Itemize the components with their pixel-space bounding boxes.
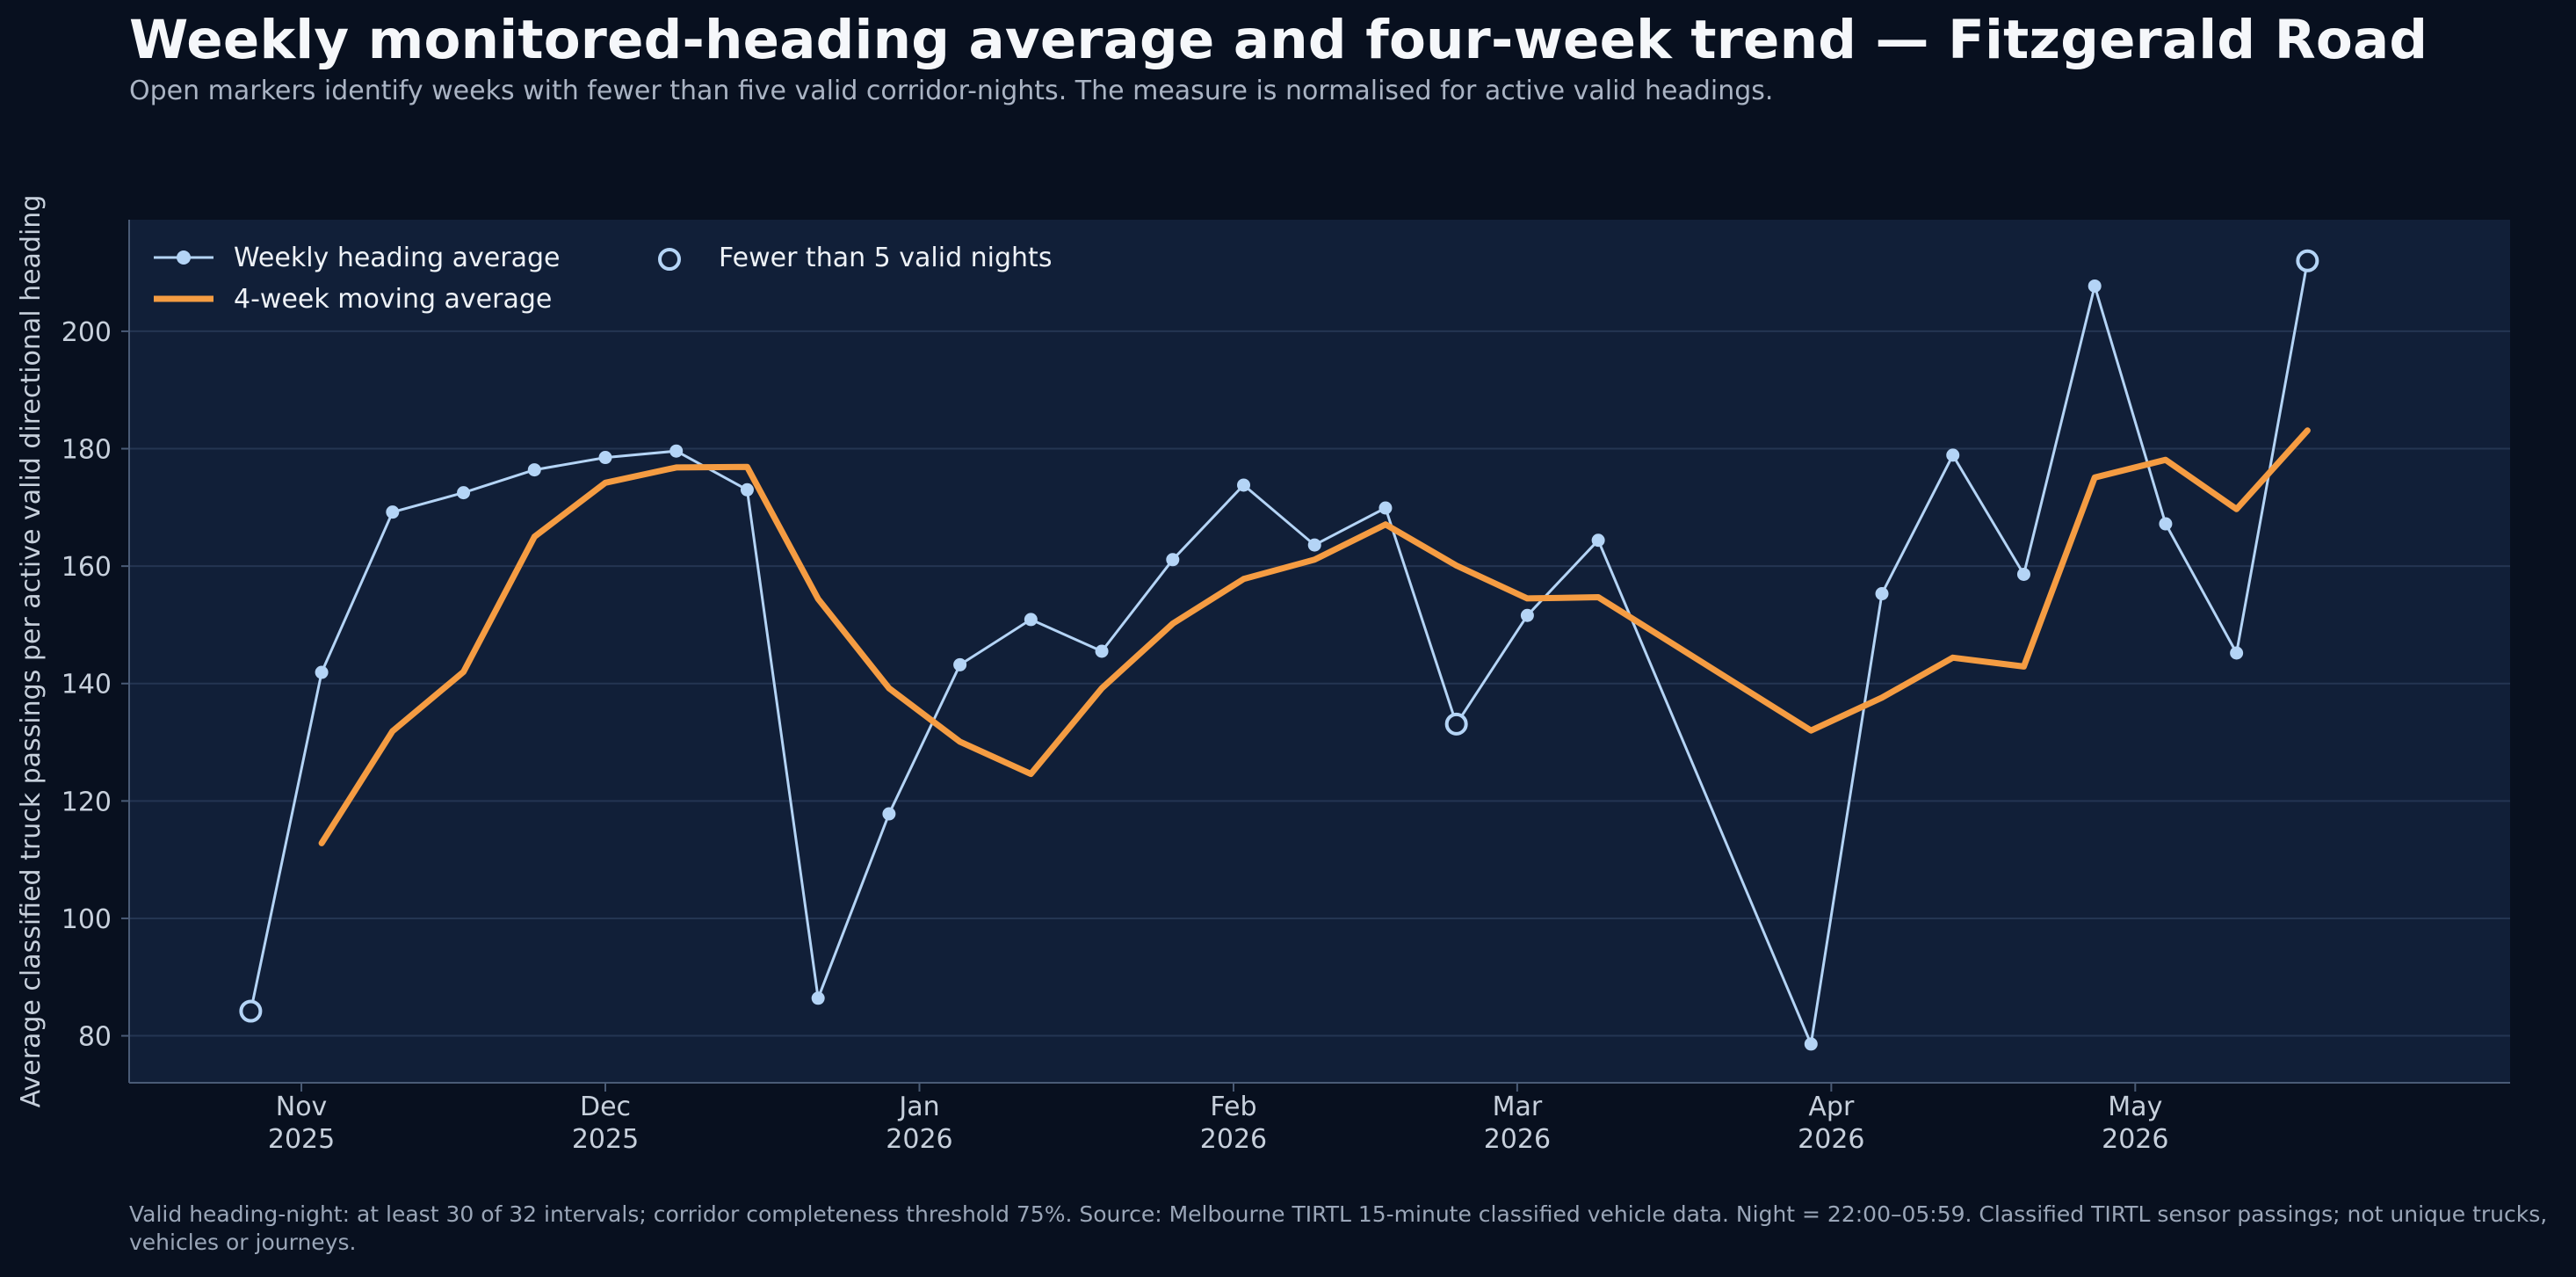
y-tick-label: 180 (62, 435, 112, 466)
weekly-point (1804, 1037, 1818, 1051)
weekly-point (315, 665, 329, 679)
weekly-point (740, 483, 754, 497)
plot-background (129, 220, 2510, 1083)
weekly-point (1591, 533, 1605, 548)
x-tick-year-label: 2026 (1798, 1124, 1864, 1155)
axes (128, 220, 2510, 1084)
weekly-point (386, 505, 400, 519)
footnote: Valid heading-night: at least 30 of 32 i… (129, 1201, 2548, 1255)
weekly-point (598, 451, 612, 465)
weekly-point (527, 463, 541, 477)
legend: Weekly heading average 4-week moving ave… (154, 243, 1052, 315)
x-tick-year-label: 2026 (1484, 1124, 1551, 1155)
legend-weekly-label: Weekly heading average (234, 243, 560, 273)
weekly-point (1095, 644, 1109, 658)
weekly-point (2088, 279, 2102, 293)
weekly-point (669, 444, 684, 458)
weekly-point-low-coverage (239, 999, 263, 1023)
x-tick-label: Nov (276, 1092, 328, 1122)
weekly-point (2016, 567, 2030, 581)
weekly-point (1875, 587, 1889, 601)
x-tick-year-label: 2025 (268, 1124, 335, 1155)
y-ticks: 80 100 120 140 160 180 200 (62, 317, 129, 1053)
weekly-point (1024, 613, 1038, 627)
y-tick-label: 140 (62, 670, 112, 700)
weekly-point (882, 807, 896, 821)
weekly-point (2230, 646, 2244, 660)
legend-low-coverage-marker (658, 248, 681, 271)
x-tick-label: Dec (580, 1092, 631, 1122)
moving-average-line (318, 427, 2311, 846)
weekly-average-line (249, 260, 2309, 1046)
x-tick-label: Feb (1210, 1092, 1256, 1122)
series (239, 249, 2319, 1051)
chart-title: Weekly monitored-heading average and fou… (129, 9, 2428, 71)
y-tick-label: 80 (78, 1022, 112, 1053)
gridlines (129, 330, 2510, 1037)
x-tick-label: Mar (1493, 1092, 1543, 1122)
weekly-point-low-coverage (1444, 712, 1468, 736)
x-tick-label: May (2108, 1092, 2162, 1122)
weekly-point (2159, 517, 2173, 531)
weekly-point (1166, 553, 1180, 567)
weekly-point (457, 486, 471, 500)
x-tick-year-label: 2026 (886, 1124, 952, 1155)
weekly-point (1378, 501, 1393, 515)
x-tick-year-label: 2026 (2102, 1124, 2168, 1155)
weekly-point (1946, 448, 1960, 462)
weekly-point-low-coverage (2296, 249, 2319, 272)
x-ticks: Nov2025Dec2025Jan2026Feb2026Mar2026Apr20… (268, 1083, 2168, 1155)
legend-moving-average-label: 4-week moving average (234, 284, 552, 315)
y-tick-label: 160 (62, 552, 112, 583)
weekly-point (811, 991, 825, 1005)
weekly-point (1520, 608, 1534, 622)
y-tick-label: 120 (62, 787, 112, 817)
y-axis-label: Average classified truck passings per ac… (16, 195, 47, 1108)
x-tick-label: Apr (1808, 1092, 1855, 1122)
legend-low-coverage-label: Fewer than 5 valid nights (719, 243, 1052, 273)
weekly-point (953, 657, 967, 671)
chart-subtitle: Open markers identify weeks with fewer t… (129, 76, 1774, 106)
y-tick-label: 200 (62, 317, 112, 348)
x-tick-year-label: 2026 (1200, 1124, 1267, 1155)
y-tick-label: 100 (62, 904, 112, 935)
x-tick-year-label: 2025 (572, 1124, 639, 1155)
weekly-point (1237, 478, 1251, 492)
legend-weekly-marker (177, 250, 191, 265)
x-tick-label: Jan (897, 1092, 939, 1122)
weekly-point (1307, 538, 1321, 552)
